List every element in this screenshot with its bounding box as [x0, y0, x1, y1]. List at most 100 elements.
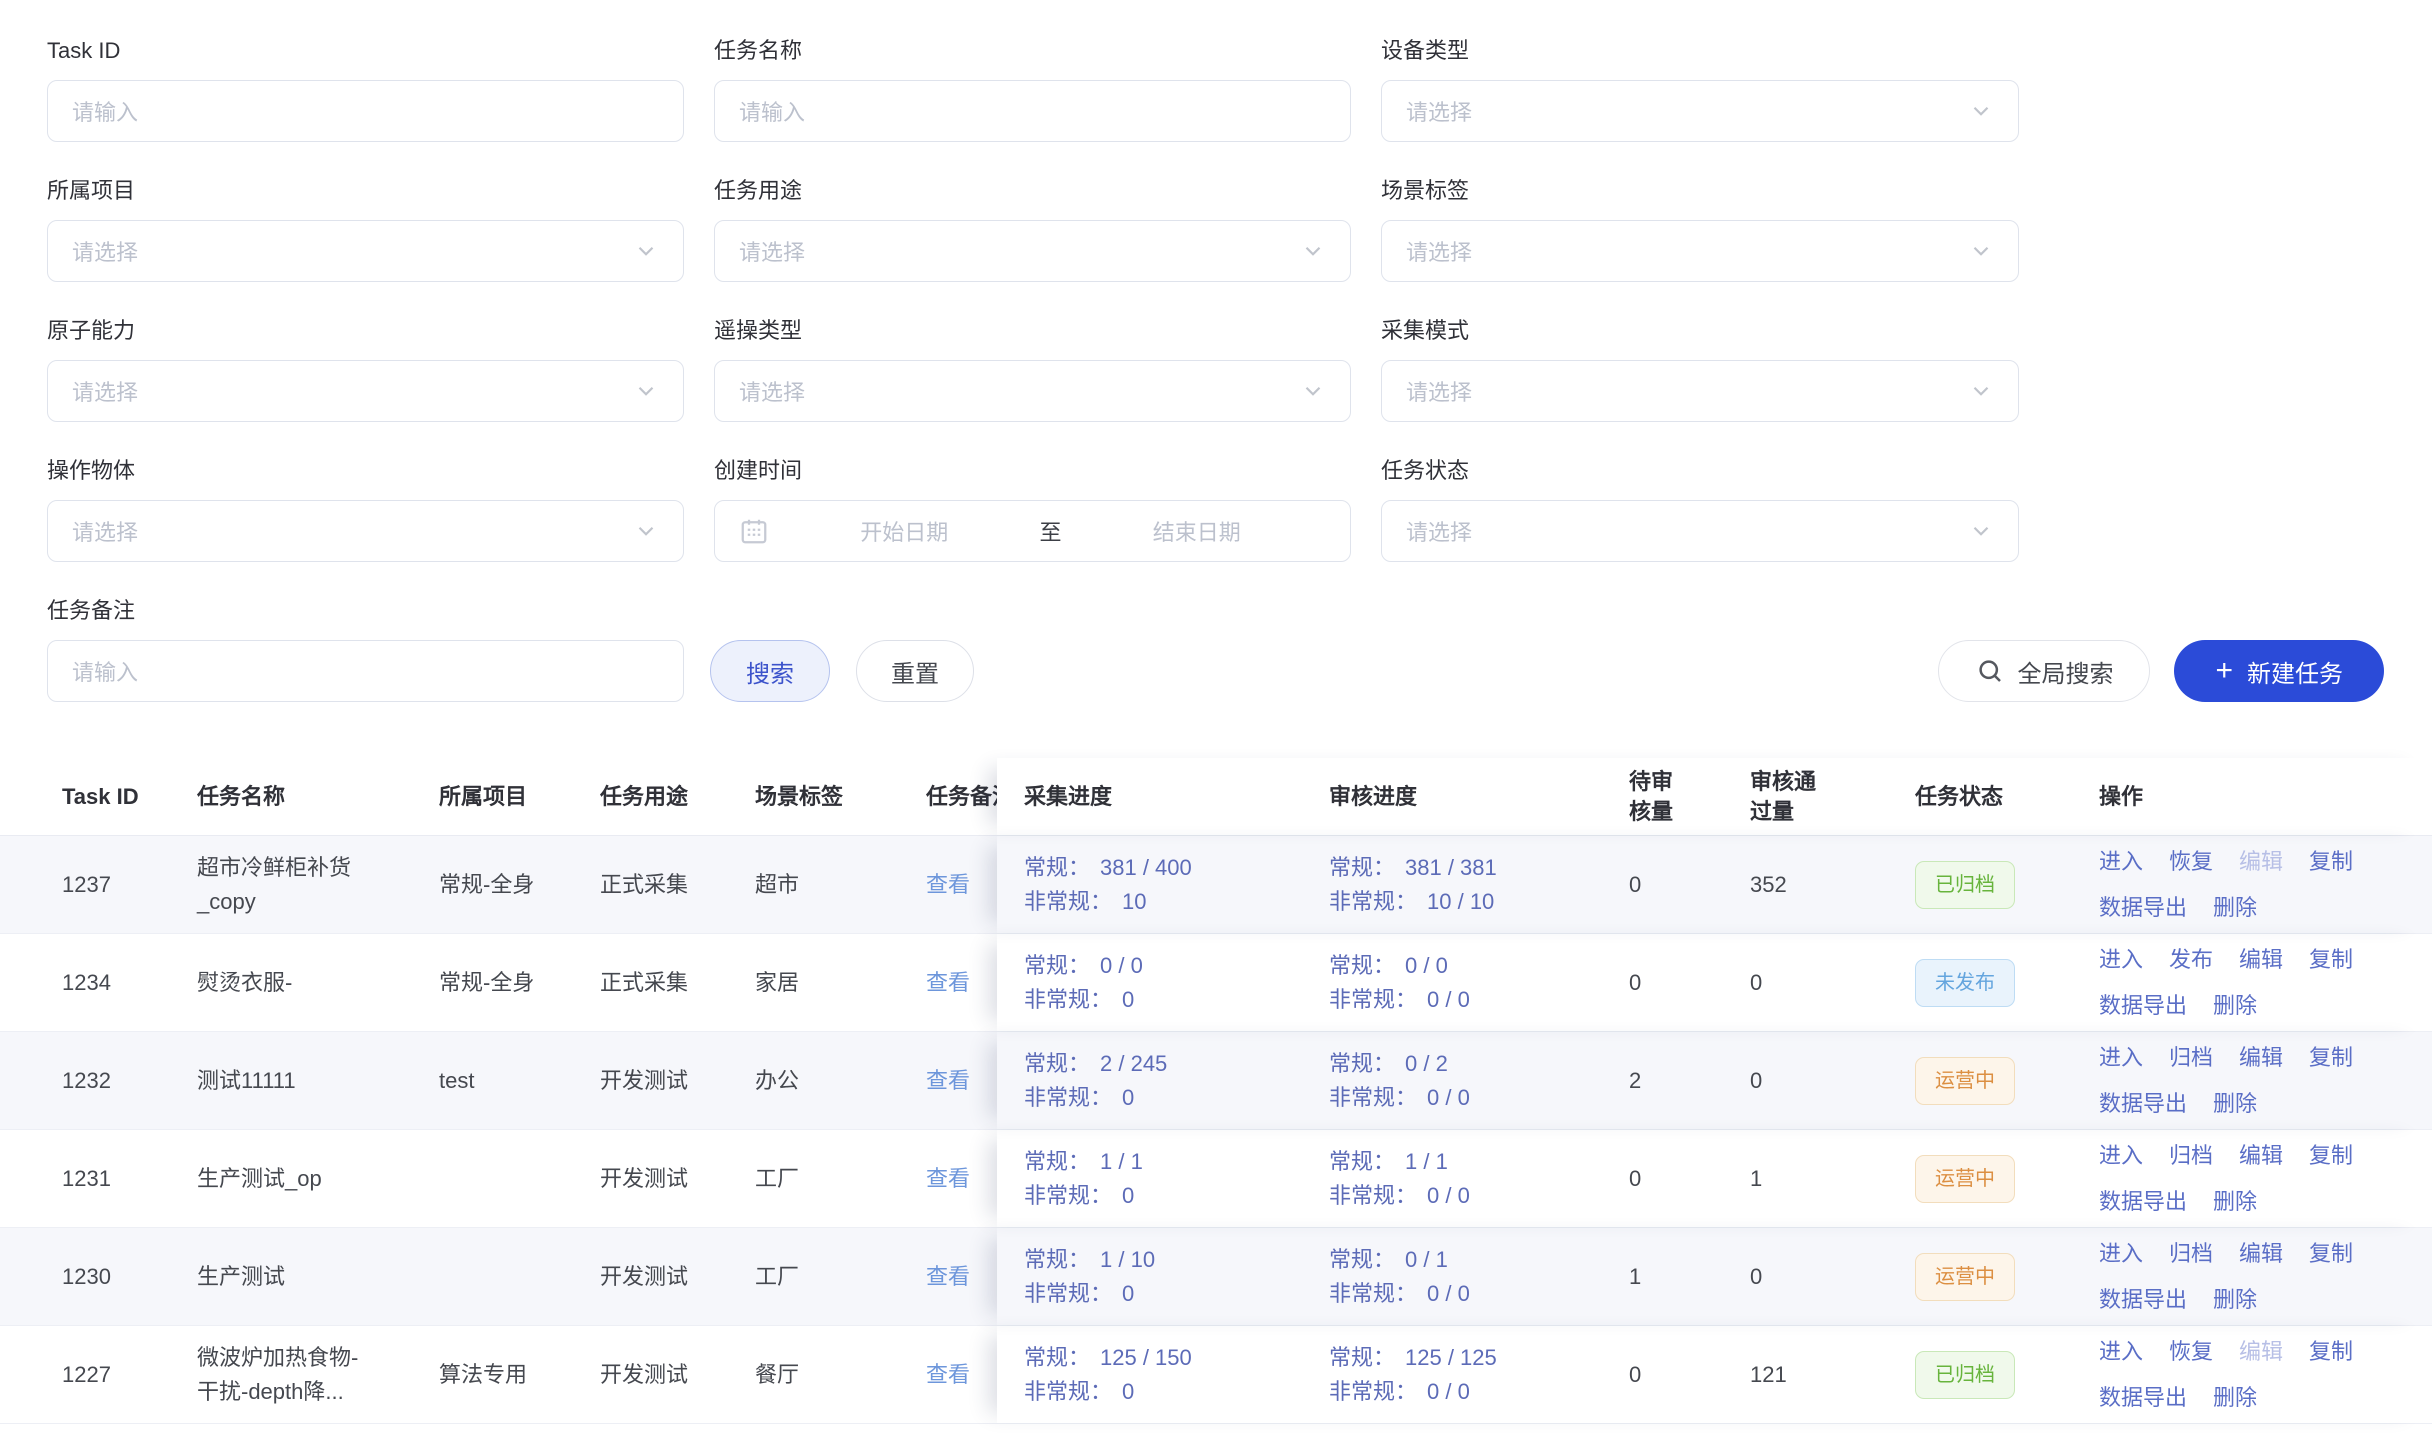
filter-field-project: 所属项目 请选择	[47, 178, 684, 282]
restore-link[interactable]: 恢复	[2169, 1338, 2214, 1364]
edit-link[interactable]: 编辑	[2239, 1142, 2284, 1168]
review-progress: 常规： 125 / 125 非常规： 0 / 0	[1329, 1344, 1497, 1404]
purpose-select[interactable]: 请选择	[714, 220, 1351, 282]
view-remark-link[interactable]: 查看	[926, 1361, 971, 1387]
pending-count: 1	[1629, 1263, 1642, 1289]
placeholder-text: 请选择	[739, 380, 806, 405]
copy-link[interactable]: 复制	[2309, 848, 2354, 874]
device-type-select[interactable]: 请选择	[1381, 80, 2019, 142]
archive-link[interactable]: 归档	[2169, 1142, 2214, 1168]
view-remark-link[interactable]: 查看	[926, 871, 971, 897]
enter-link[interactable]: 进入	[2099, 946, 2144, 972]
pending-count: 0	[1629, 871, 1642, 897]
collect-progress: 常规： 2 / 245 非常规： 0	[1024, 1050, 1168, 1110]
filter-label: 任务状态	[1381, 458, 1470, 483]
search-button[interactable]: 搜索	[710, 640, 830, 702]
view-remark-link[interactable]: 查看	[926, 1067, 971, 1093]
atomic-ability-select[interactable]: 请选择	[47, 360, 684, 422]
copy-link[interactable]: 复制	[2309, 1338, 2354, 1364]
task-name-input[interactable]: 请输入	[714, 80, 1351, 142]
filter-field-scene-tag: 场景标签 请选择	[1381, 178, 2019, 282]
approved-count: 352	[1750, 871, 1787, 897]
search-icon	[1979, 660, 2002, 682]
delete-link[interactable]: 删除	[2213, 1286, 2258, 1312]
reset-button[interactable]: 重置	[856, 640, 974, 702]
filter-label: 原子能力	[47, 318, 136, 343]
task-scene: 超市	[755, 871, 800, 897]
task-name: 生产测试	[197, 1263, 286, 1289]
task-project	[439, 1228, 600, 1325]
enter-link[interactable]: 进入	[2099, 1338, 2144, 1364]
table-row: 1230 生产测试 开发测试 工厂 查看 常规： 1 / 10 非常规： 0 常规：…	[0, 1228, 2432, 1326]
restore-link[interactable]: 恢复	[2169, 848, 2214, 874]
task-project: test	[439, 1067, 475, 1093]
edit-link[interactable]: 编辑	[2239, 1044, 2284, 1070]
operation-object-select[interactable]: 请选择	[47, 500, 684, 562]
review-progress: 常规： 1 / 1 非常规： 0 / 0	[1329, 1148, 1470, 1208]
export-link[interactable]: 数据导出	[2099, 894, 2188, 920]
task-name: 生产测试_op	[197, 1165, 322, 1191]
teleop-type-select[interactable]: 请选择	[714, 360, 1351, 422]
export-link[interactable]: 数据导出	[2099, 1384, 2188, 1410]
copy-link[interactable]: 复制	[2309, 946, 2354, 972]
status-badge: 运营中	[1915, 1056, 2015, 1105]
collect-mode-select[interactable]: 请选择	[1381, 360, 2019, 422]
export-link[interactable]: 数据导出	[2099, 1090, 2188, 1116]
copy-link[interactable]: 复制	[2309, 1044, 2354, 1070]
placeholder-text: 请输入	[739, 100, 806, 125]
publish-link[interactable]: 发布	[2169, 946, 2214, 972]
review-progress: 常规： 0 / 1 非常规： 0 / 0	[1329, 1246, 1470, 1306]
view-remark-link[interactable]: 查看	[926, 1263, 971, 1289]
create-task-button[interactable]: + 新建任务	[2174, 640, 2384, 702]
col-header-scene: 场景标签	[755, 783, 844, 809]
task-scene: 工厂	[755, 1263, 800, 1289]
task-scene: 办公	[755, 1067, 800, 1093]
project-select[interactable]: 请选择	[47, 220, 684, 282]
task-remark-input[interactable]: 请输入	[47, 640, 684, 702]
delete-link[interactable]: 删除	[2213, 894, 2258, 920]
filter-label: 创建时间	[714, 458, 803, 483]
filter-label: 任务用途	[714, 178, 803, 203]
task-id-input[interactable]: 请输入	[47, 80, 684, 142]
filter-field-task-id: Task ID 请输入	[47, 38, 684, 142]
col-header-status: 任务状态	[1915, 783, 2004, 809]
pending-count: 0	[1629, 1361, 1642, 1387]
task-purpose: 正式采集	[600, 871, 689, 897]
filter-label: 任务名称	[714, 38, 803, 63]
filter-field-task-name: 任务名称 请输入	[714, 38, 1351, 142]
task-project: 常规-全身	[439, 969, 535, 995]
enter-link[interactable]: 进入	[2099, 848, 2144, 874]
delete-link[interactable]: 删除	[2213, 1384, 2258, 1410]
date-range-separator: 至	[1039, 520, 1062, 545]
global-search-button[interactable]: 全局搜索	[1938, 640, 2151, 702]
chevron-down-icon	[1305, 246, 1321, 256]
task-name: 微波炉加热食物-干扰-depth降...	[197, 1344, 359, 1404]
export-link[interactable]: 数据导出	[2099, 992, 2188, 1018]
enter-link[interactable]: 进入	[2099, 1044, 2144, 1070]
task-status-select[interactable]: 请选择	[1381, 500, 2019, 562]
approved-count: 1	[1750, 1165, 1763, 1191]
enter-link[interactable]: 进入	[2099, 1240, 2144, 1266]
delete-link[interactable]: 删除	[2213, 992, 2258, 1018]
collect-progress: 常规： 0 / 0 非常规： 0	[1024, 952, 1143, 1012]
view-remark-link[interactable]: 查看	[926, 1165, 971, 1191]
delete-link[interactable]: 删除	[2213, 1188, 2258, 1214]
export-link[interactable]: 数据导出	[2099, 1286, 2188, 1312]
archive-link[interactable]: 归档	[2169, 1240, 2214, 1266]
edit-link[interactable]: 编辑	[2239, 946, 2284, 972]
view-remark-link[interactable]: 查看	[926, 969, 971, 995]
status-badge: 已归档	[1915, 1350, 2015, 1399]
chevron-down-icon	[638, 246, 654, 256]
col-header-approved: 审核通过量	[1750, 768, 1817, 824]
edit-link[interactable]: 编辑	[2239, 1240, 2284, 1266]
copy-link[interactable]: 复制	[2309, 1142, 2354, 1168]
scene-tag-select[interactable]: 请选择	[1381, 220, 2019, 282]
export-link[interactable]: 数据导出	[2099, 1188, 2188, 1214]
enter-link[interactable]: 进入	[2099, 1142, 2144, 1168]
copy-link[interactable]: 复制	[2309, 1240, 2354, 1266]
create-time-range-picker[interactable]: 开始日期 至 结束日期	[714, 500, 1351, 562]
placeholder-text: 请选择	[1406, 380, 1473, 405]
archive-link[interactable]: 归档	[2169, 1044, 2214, 1070]
status-badge: 未发布	[1915, 958, 2015, 1007]
delete-link[interactable]: 删除	[2213, 1090, 2258, 1116]
